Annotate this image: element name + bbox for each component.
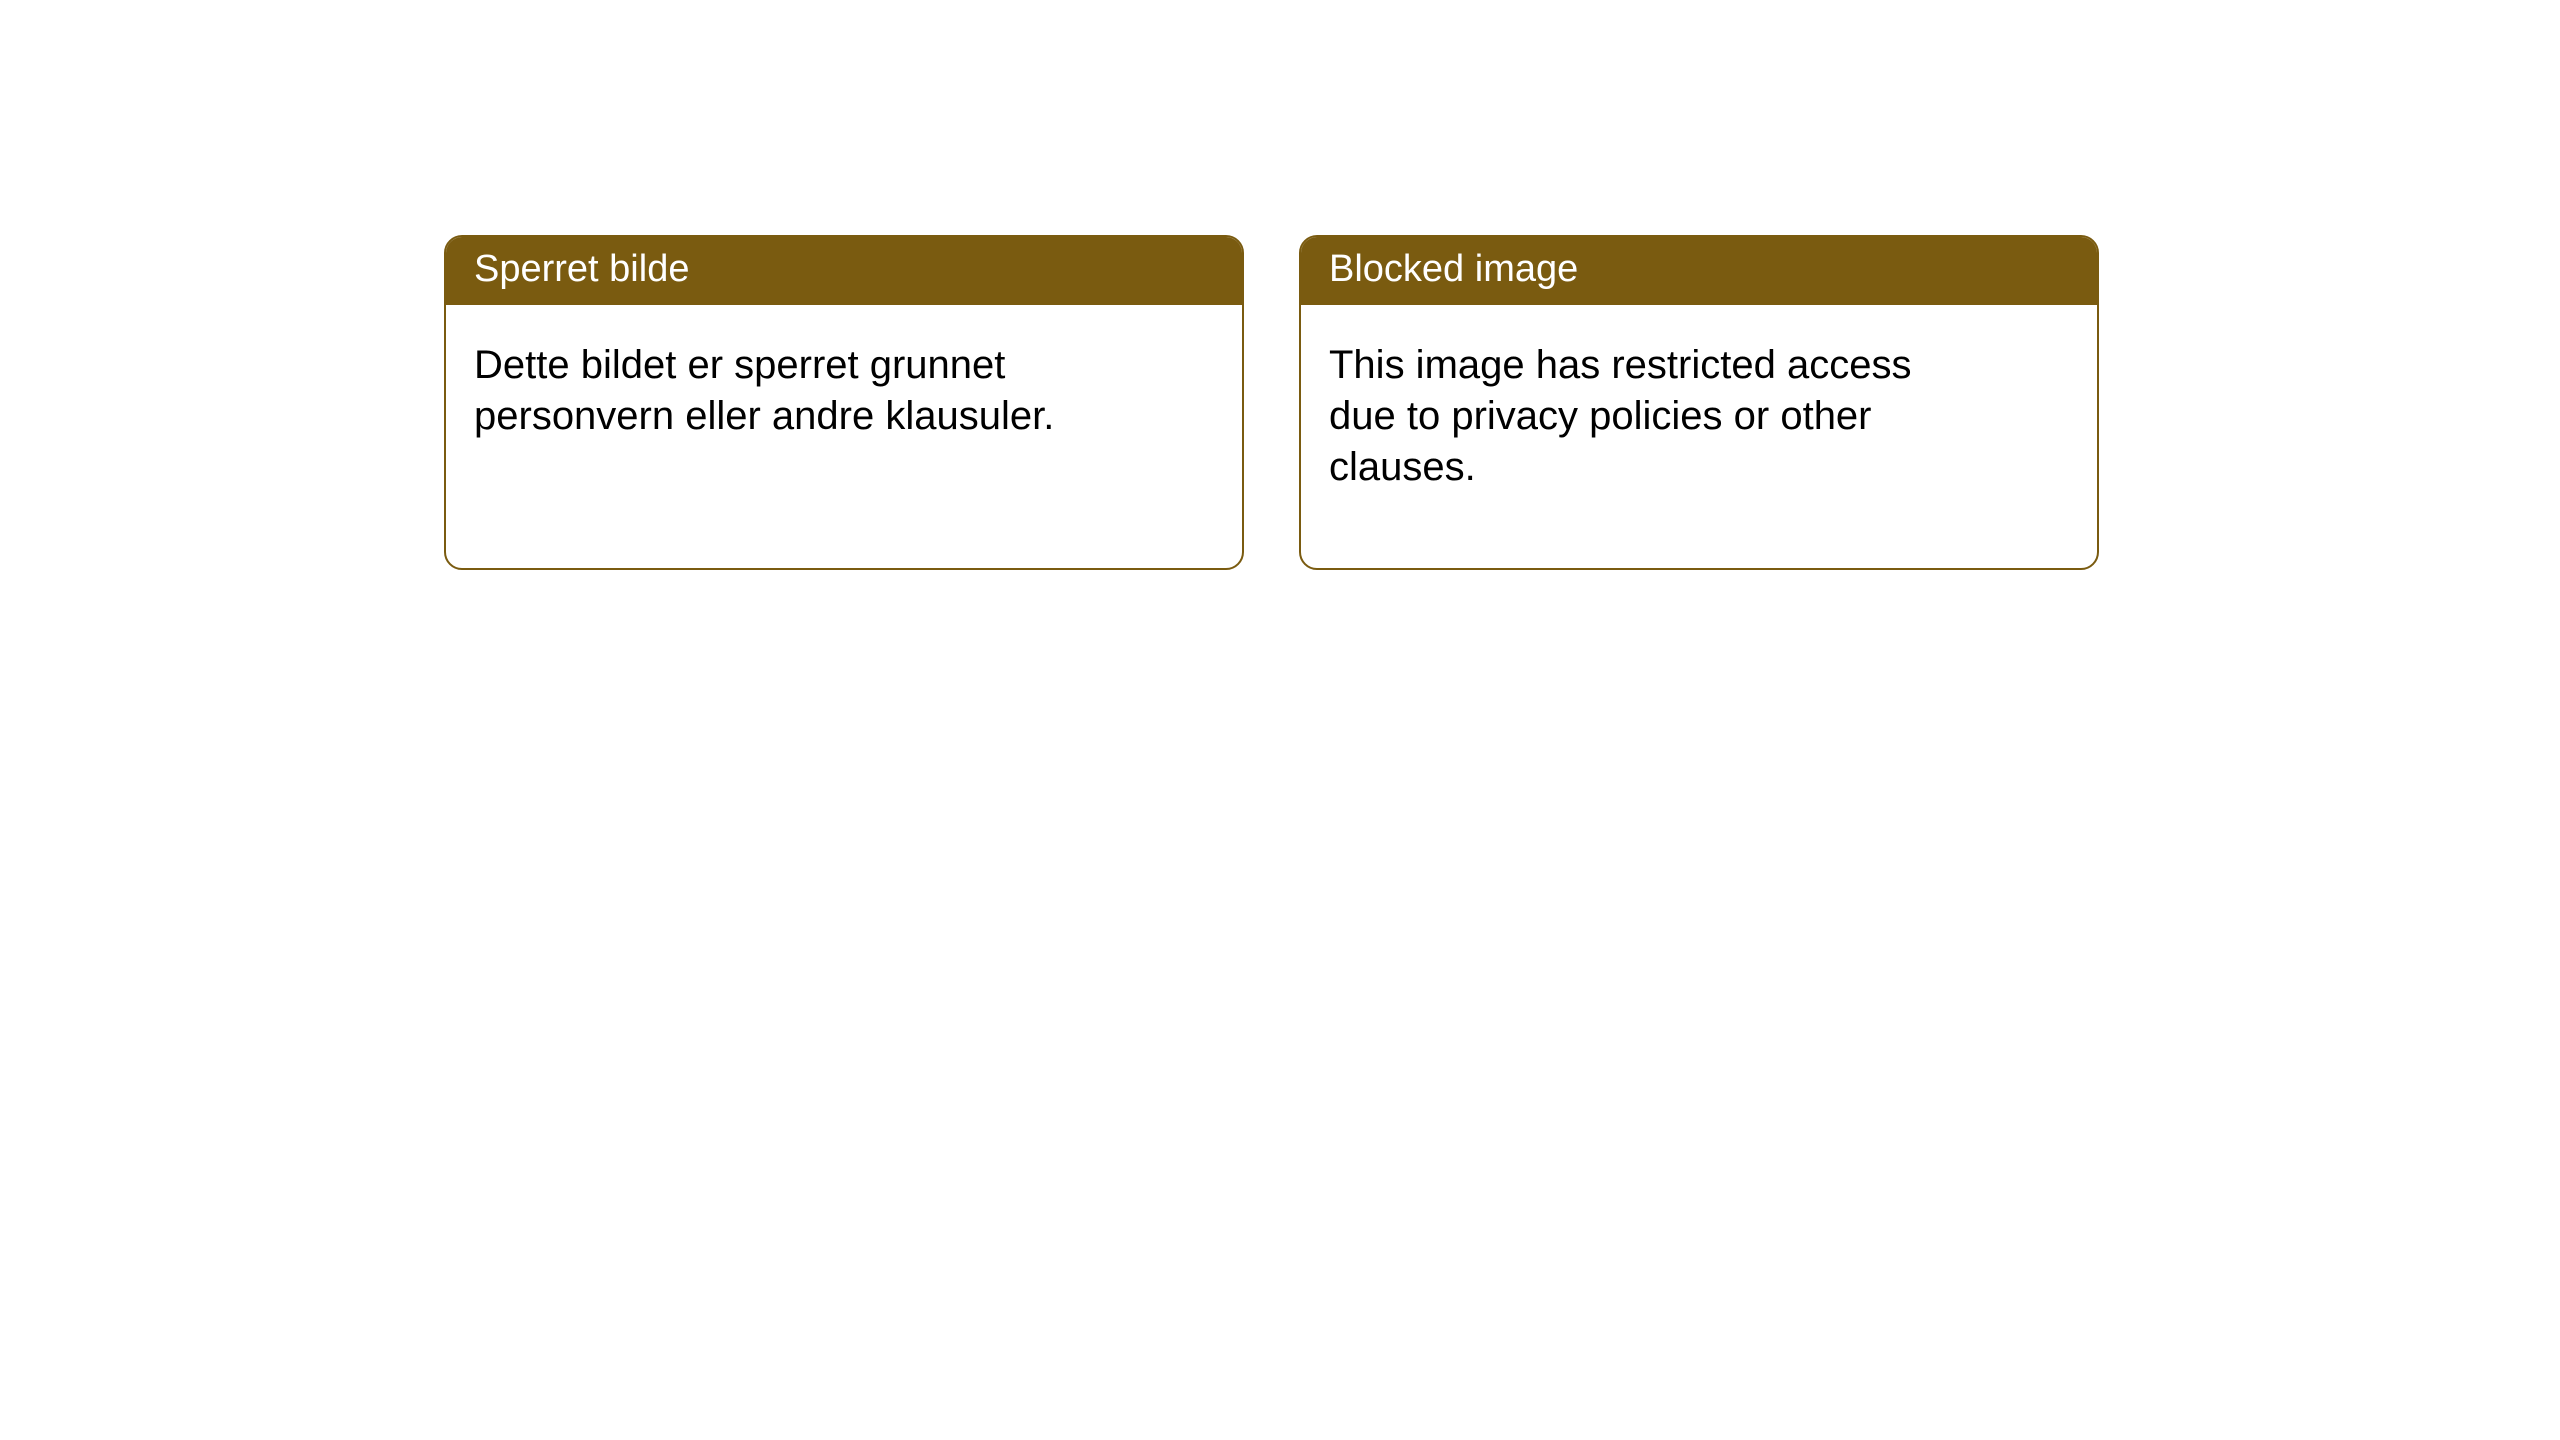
card-title-en: Blocked image — [1301, 237, 2097, 305]
card-message-en: This image has restricted access due to … — [1329, 340, 1969, 494]
blocked-image-cards: Sperret bilde Dette bildet er sperret gr… — [444, 235, 2560, 570]
blocked-image-card-no: Sperret bilde Dette bildet er sperret gr… — [444, 235, 1244, 570]
blocked-image-card-en: Blocked image This image has restricted … — [1299, 235, 2099, 570]
card-message-no: Dette bildet er sperret grunnet personve… — [474, 340, 1114, 442]
card-body-no: Dette bildet er sperret grunnet personve… — [446, 305, 1242, 477]
card-title-no: Sperret bilde — [446, 237, 1242, 305]
card-body-en: This image has restricted access due to … — [1301, 305, 2097, 529]
